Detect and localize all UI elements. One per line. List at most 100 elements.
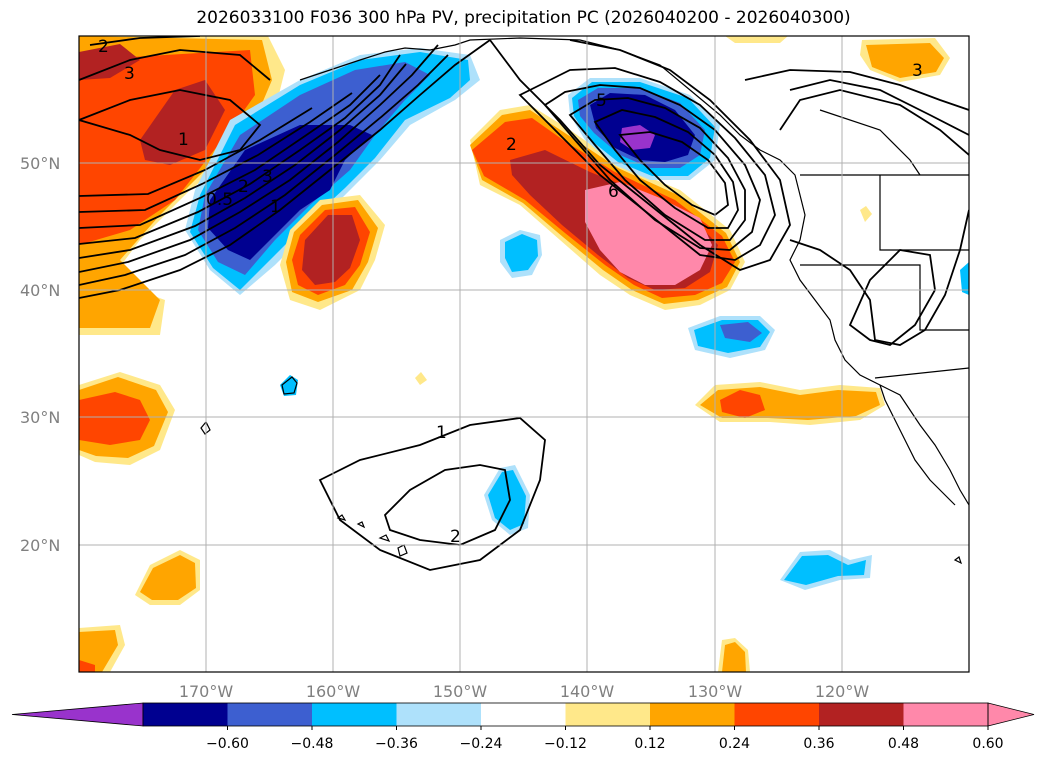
lat-label: 50°N — [20, 154, 60, 173]
lon-label: 120°W — [815, 682, 870, 701]
pv-contour — [79, 89, 262, 161]
lat-label: 40°N — [20, 281, 60, 300]
pv-contour — [79, 49, 271, 81]
anomaly-positive-tiny — [860, 206, 872, 222]
anomaly-negative-tiny — [280, 375, 298, 396]
coastline-hawaii — [336, 514, 408, 557]
contour-label: 1 — [270, 197, 281, 217]
anomaly-negative-southeast — [784, 555, 866, 585]
anomaly-negative-south — [488, 470, 526, 530]
anomaly-positive-bl — [79, 660, 95, 672]
island-coast — [281, 376, 298, 395]
pv-contour — [79, 63, 407, 259]
map-frame — [78, 35, 970, 673]
pv-contour — [744, 69, 969, 111]
contour-label: 1 — [436, 423, 447, 443]
pv-contour — [79, 39, 491, 299]
pv-contour — [383, 464, 511, 546]
anomaly-positive-west — [140, 80, 225, 165]
colorbar-cell — [650, 703, 735, 726]
lat-labels: 50°N 40°N 30°N 20°N — [20, 154, 60, 555]
contour-label: 2 — [450, 527, 461, 547]
contour-label: 2 — [506, 135, 517, 155]
contour-label: 0.5 — [206, 190, 233, 210]
colorbar-tick-label: −0.48 — [291, 736, 334, 752]
lon-label: 130°W — [688, 682, 743, 701]
border-state — [879, 175, 969, 251]
anomaly-positive-sw — [79, 392, 150, 445]
border-state — [800, 264, 969, 331]
lon-label: 160°W — [306, 682, 361, 701]
pv-contour — [789, 79, 969, 136]
contour-label: 3 — [262, 167, 273, 187]
colorbar-extend-max — [987, 702, 1035, 727]
anomaly-positive-subtropical — [720, 390, 765, 418]
contour-labels: 2 3 1 1 2 0.5 3 2 5 6 2 1 3 — [98, 37, 923, 547]
anomaly-negative-small — [505, 234, 538, 272]
anomaly-positive-central — [302, 215, 360, 285]
colorbar-tick-label: −0.24 — [460, 736, 503, 752]
contour-label: 3 — [912, 61, 923, 81]
pv-contour — [79, 54, 449, 286]
colorbar-cell — [903, 703, 989, 726]
colorbar-tick-label: 0.36 — [803, 736, 834, 752]
coastlines — [200, 37, 969, 565]
lat-label: 20°N — [20, 536, 60, 555]
anomaly-negative-offshore — [720, 322, 762, 342]
contour-label: 2 — [98, 37, 109, 57]
anomaly-positive-tiny — [415, 372, 427, 385]
border-us-mexico — [874, 367, 969, 379]
contour-label: 3 — [124, 64, 135, 84]
pv-contour — [79, 92, 353, 213]
anomaly-positive-ne — [866, 43, 944, 78]
colorbar-tick-label: 0.12 — [634, 736, 665, 752]
colorbar-tick-label: 0.60 — [972, 736, 1003, 752]
anomaly-positive-coastal — [585, 182, 712, 285]
pv-contour — [79, 44, 439, 273]
graticule — [79, 36, 969, 672]
pv-contour — [789, 209, 969, 346]
colorbar: −0.60 −0.48 −0.36 −0.24 −0.12 0.12 0.24 0.36 0.4… — [11, 702, 1035, 752]
pv-contour — [79, 54, 401, 245]
border-state — [819, 109, 921, 176]
pv-contour — [518, 67, 776, 261]
lon-label: 140°W — [560, 682, 615, 701]
colorbar-cell — [734, 703, 820, 726]
colorbar-tick-label: 0.48 — [888, 736, 919, 752]
pv-contour — [593, 109, 739, 229]
colorbar-cell — [143, 703, 228, 726]
colorbar-tick-label: −0.36 — [375, 736, 418, 752]
map-title: 2026033100 F036 300 hPa PV, precipitatio… — [196, 8, 851, 28]
pv-contour — [618, 131, 729, 217]
coastline-baja — [879, 384, 956, 506]
colorbar-cell — [819, 703, 904, 726]
pv-contour — [79, 107, 313, 197]
anomaly-positive-sw-small — [140, 555, 196, 600]
colorbar-cell — [227, 703, 313, 726]
contour-label: 5 — [596, 91, 607, 111]
coastline-alaska — [299, 37, 969, 506]
colorbar-tick-label: −0.12 — [544, 736, 587, 752]
pv-contour — [543, 84, 761, 251]
lon-labels: 170°W 160°W 150°W 140°W 130°W 120°W — [179, 682, 870, 701]
anomaly-positive-ne — [725, 36, 788, 43]
precip-anomaly-fill — [79, 36, 969, 672]
anomaly-negative-tiny — [960, 262, 969, 295]
anomaly-positive-bl — [79, 630, 118, 672]
pv-contour — [89, 36, 201, 46]
lon-label: 170°W — [179, 682, 234, 701]
lat-label: 30°N — [20, 408, 60, 427]
lon-label: 150°W — [433, 682, 488, 701]
anomaly-positive-west — [79, 44, 140, 80]
contour-label: 6 — [608, 182, 619, 202]
colorbar-cell — [481, 703, 566, 726]
anomaly-positive-bc — [722, 642, 746, 672]
map-area: 2 3 1 1 2 0.5 3 2 5 6 2 1 3 — [79, 36, 969, 672]
contour-label: 2 — [238, 177, 249, 197]
pv-contour — [489, 39, 791, 271]
colorbar-cell — [396, 703, 482, 726]
colorbar-extend-min — [11, 702, 144, 727]
island-coast — [200, 420, 211, 435]
colorbar-tick-label: −0.60 — [206, 736, 249, 752]
colorbar-cell — [565, 703, 651, 726]
